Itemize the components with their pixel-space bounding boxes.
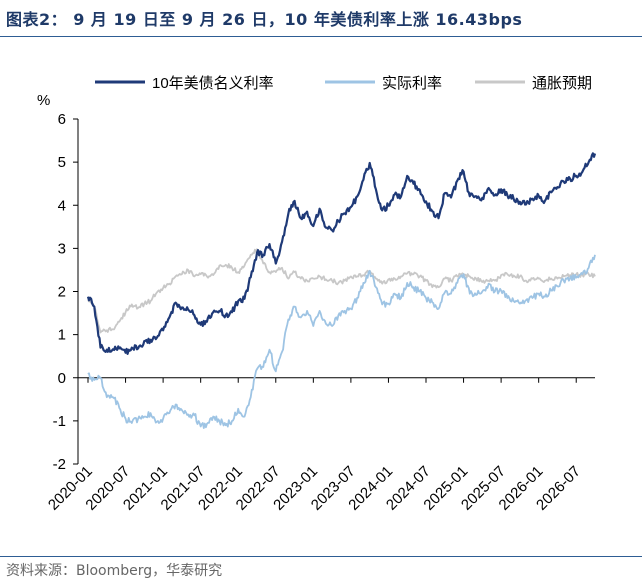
series-lines [86,152,597,429]
y-tick-label: 2 [58,284,66,301]
series-line-breakeven [87,248,596,334]
series-line-real [87,254,596,429]
legend-label: 实际利率 [382,75,442,92]
y-tick-label: -1 [53,413,66,430]
legend-label: 通胀预期 [532,75,592,92]
series-line-nominal [86,152,597,355]
legend-item-breakeven: 通胀预期 [475,75,592,92]
y-tick-label: 5 [58,154,66,171]
source-note: 资料来源：Bloomberg，华泰研究 [6,563,223,579]
y-tick-label: 0 [58,370,66,387]
y-tick-label: 1 [58,327,66,344]
x-axis: 2020-012020-072021-012021-072022-012022-… [45,377,595,514]
line-chart: 10年美债名义利率 实际利率 通胀预期 % 6 5 4 3 2 1 0 -1 -2 2020-012… [37,75,597,514]
legend-label: 10年美债名义利率 [152,75,274,92]
legend-item-nominal: 10年美债名义利率 [95,75,274,92]
legend-item-real: 实际利率 [325,75,442,92]
y-tick-label: 4 [58,197,66,214]
y-tick-label: 3 [58,240,66,257]
y-axis: 6 5 4 3 2 1 0 -1 -2 [53,111,79,473]
legend: 10年美债名义利率 实际利率 通胀预期 [95,75,592,92]
chart-title: 图表2： 9 月 19 日至 9 月 26 日，10 年美债利率上涨 16.43… [6,10,523,29]
y-axis-unit: % [37,92,50,109]
header-rule [0,36,642,37]
footer-rule [0,556,642,557]
y-tick-label: -2 [53,456,66,473]
y-tick-label: 6 [58,111,66,128]
